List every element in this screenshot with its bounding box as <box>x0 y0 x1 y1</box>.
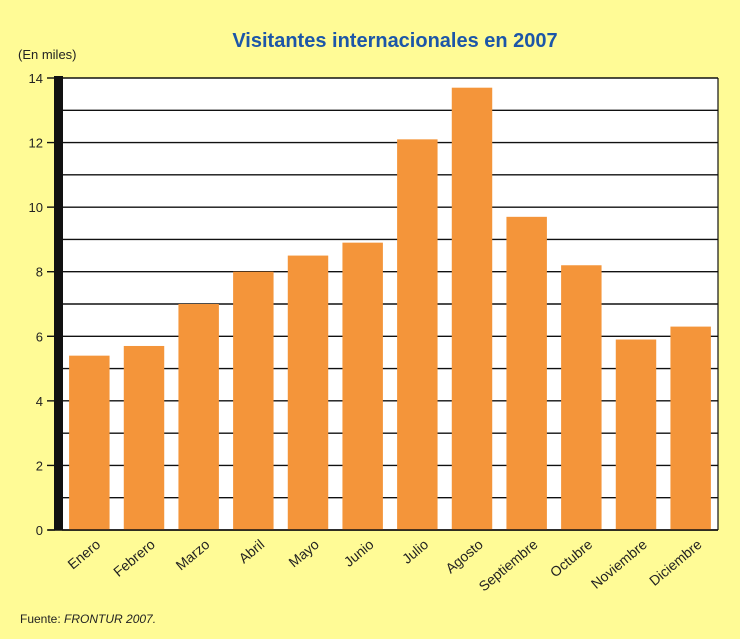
bar <box>69 355 110 530</box>
x-tick-label: Julio <box>399 536 432 567</box>
y-tick-label: 12 <box>29 136 43 151</box>
source-name: FRONTUR 2007. <box>64 612 157 626</box>
bar <box>506 216 547 531</box>
x-tick-label: Diciembre <box>646 536 705 589</box>
x-tick-label: Noviembre <box>588 536 650 592</box>
y-tick-label: 2 <box>36 458 43 473</box>
bar <box>342 242 383 530</box>
y-axis-unit-label: (En miles) <box>18 47 77 62</box>
y-tick-label: 0 <box>36 523 43 538</box>
x-tick-label: Agosto <box>442 536 486 576</box>
y-tick-label: 14 <box>29 71 43 86</box>
x-tick-label: Octubre <box>547 536 596 580</box>
y-tick-label: 8 <box>36 265 43 280</box>
chart-title: Visitantes internacionales en 2007 <box>232 30 558 52</box>
x-tick-label: Septiembre <box>475 536 540 594</box>
x-tick-label: Enero <box>64 536 103 572</box>
bar <box>670 326 711 530</box>
bar <box>287 255 329 531</box>
source-note: Fuente: FRONTUR 2007. <box>20 612 156 626</box>
x-tick-label: Mayo <box>285 536 322 570</box>
bars <box>69 87 711 531</box>
x-tick-label: Junio <box>341 536 377 570</box>
bar <box>451 87 493 530</box>
gridlines <box>62 77 718 531</box>
bar <box>233 271 274 530</box>
y-tick-label: 10 <box>29 200 43 215</box>
bar <box>561 265 602 530</box>
y-tick-label: 4 <box>36 394 43 409</box>
x-tick-label: Febrero <box>110 536 158 580</box>
source-prefix: Fuente: <box>20 612 65 626</box>
bar <box>615 339 657 530</box>
y-tick-label: 6 <box>36 329 43 344</box>
x-tick-label: Marzo <box>173 536 213 573</box>
bar <box>397 139 438 531</box>
bar <box>123 345 165 530</box>
x-tick-label: Abril <box>236 536 268 566</box>
y-axis <box>54 76 63 530</box>
axes <box>47 76 719 531</box>
bar <box>178 304 219 530</box>
